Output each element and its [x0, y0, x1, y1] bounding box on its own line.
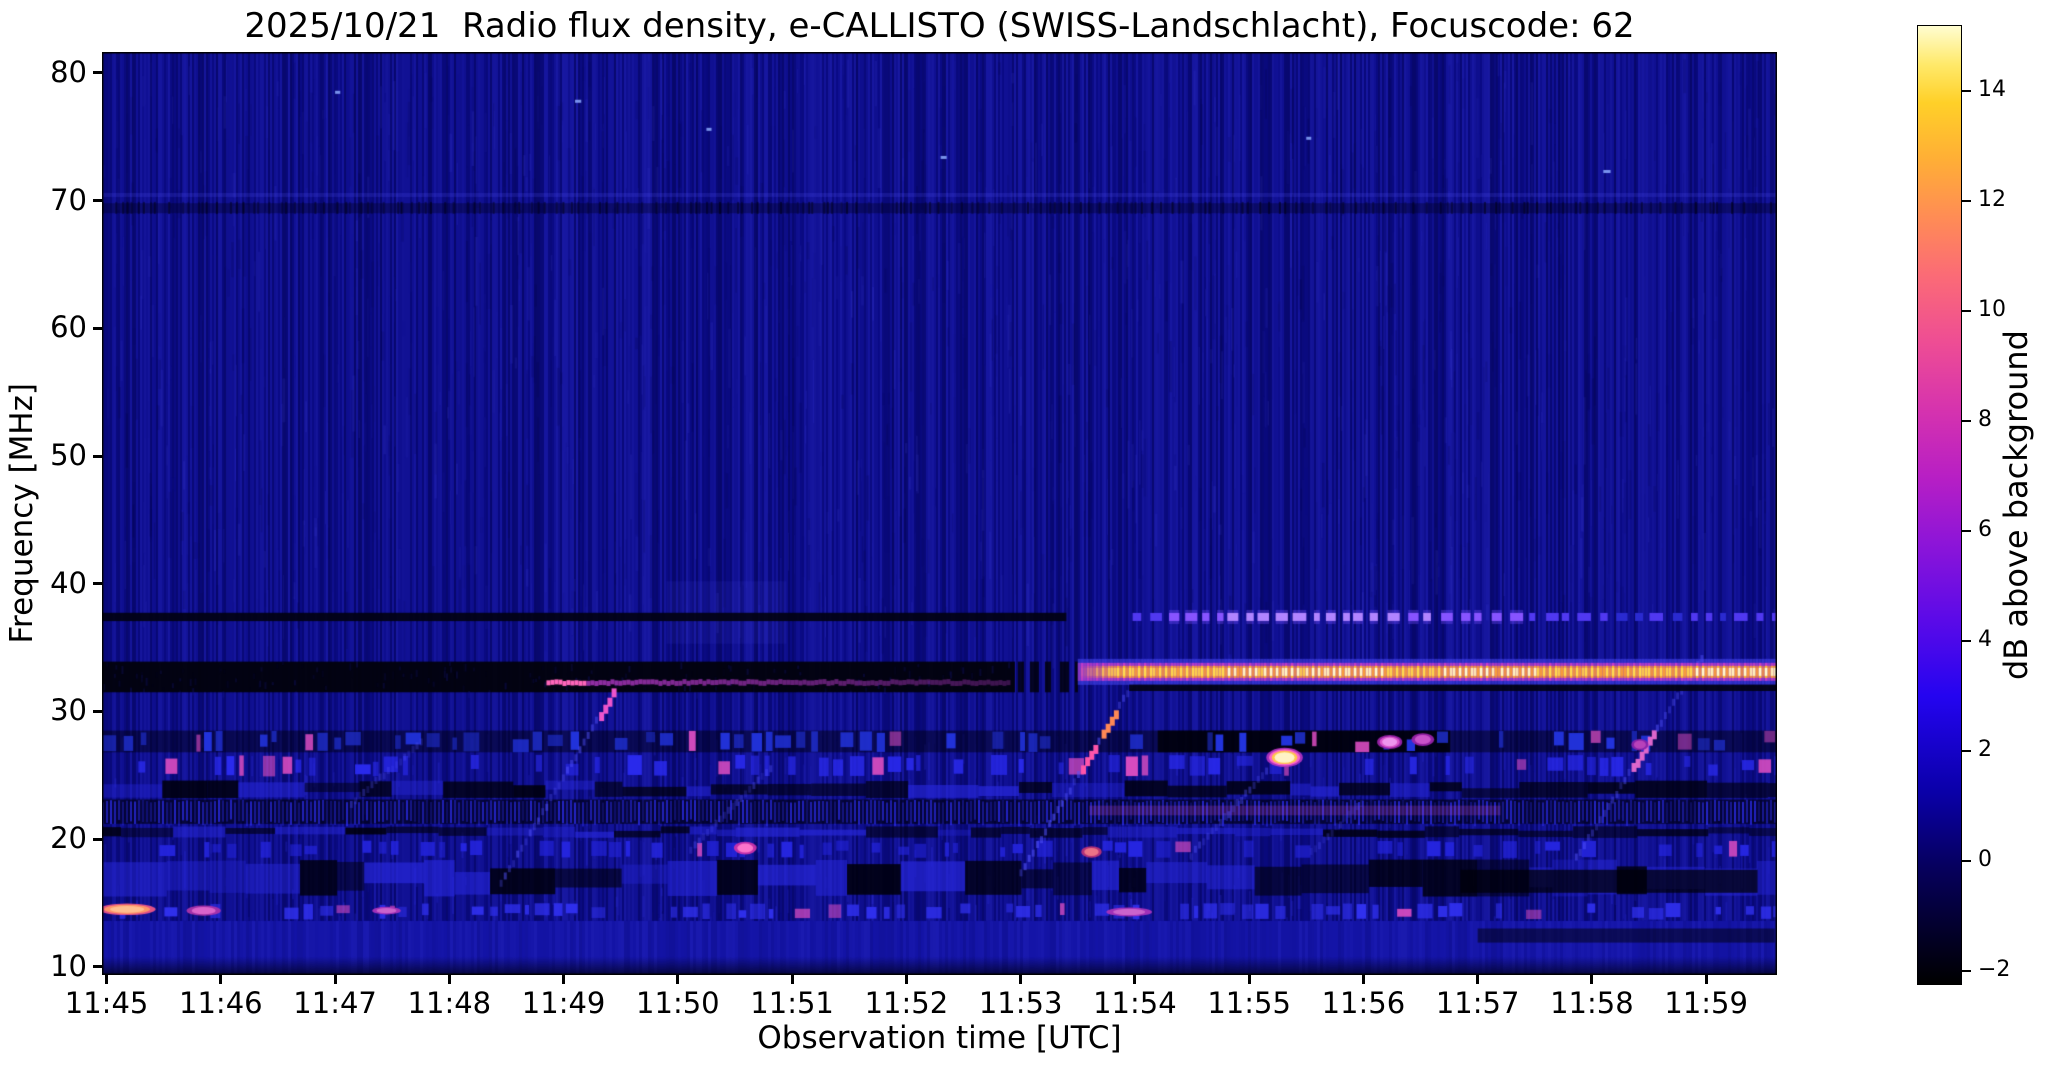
x-tick-label: 11:45	[64, 986, 149, 1020]
x-tick-label: 11:52	[864, 986, 949, 1020]
colorbar-tick	[1962, 310, 1971, 313]
x-tick-label: 11:55	[1207, 986, 1291, 1020]
colorbar-tick	[1962, 90, 1971, 93]
x-tick-label: 11:51	[750, 986, 834, 1020]
y-tick-label: 60	[50, 310, 87, 345]
colorbar-tick-label: 6	[1978, 517, 1992, 543]
colorbar-tick-label: 12	[1978, 187, 2006, 213]
x-tick-label: 11:47	[293, 986, 377, 1020]
colorbar-tick-label: 14	[1978, 77, 2006, 103]
y-tick	[93, 965, 102, 969]
y-tick	[93, 326, 102, 330]
colorbar-gradient	[1917, 25, 1962, 985]
x-tick	[105, 975, 109, 984]
x-tick	[219, 975, 223, 984]
y-tick-label: 80	[50, 54, 87, 89]
x-tick	[1590, 975, 1594, 984]
x-tick	[1704, 975, 1708, 984]
colorbar-tick	[1962, 860, 1971, 863]
y-tick-label: 30	[50, 693, 87, 728]
x-tick-label: 11:46	[179, 986, 263, 1020]
x-tick-label: 11:59	[1664, 986, 1748, 1020]
x-tick	[1133, 975, 1137, 984]
x-tick	[447, 975, 451, 984]
x-tick-label: 11:58	[1550, 986, 1634, 1020]
x-tick-label: 11:56	[1321, 986, 1406, 1020]
y-tick-label: 40	[50, 565, 87, 600]
colorbar-tick	[1962, 420, 1971, 423]
colorbar-tick	[1962, 530, 1971, 533]
y-tick	[93, 199, 102, 203]
colorbar-tick-label: 4	[1978, 627, 1992, 653]
plot-area	[102, 52, 1777, 975]
x-tick	[1476, 975, 1480, 984]
x-tick-label: 11:49	[521, 986, 606, 1020]
y-tick	[93, 837, 102, 841]
x-tick	[1247, 975, 1251, 984]
y-tick	[93, 454, 102, 458]
colorbar-tick-label: −2	[1978, 957, 2011, 983]
colorbar-tick-label: 10	[1978, 297, 2006, 323]
colorbar-tick-label: 2	[1978, 737, 1992, 763]
spectrogram-canvas	[102, 52, 1777, 975]
y-tick-label: 50	[50, 438, 87, 473]
colorbar-tick-label: 8	[1978, 407, 1992, 433]
x-tick	[333, 975, 337, 984]
y-tick-label: 70	[50, 182, 87, 217]
colorbar-label: dB above background	[1997, 330, 2035, 680]
x-tick	[676, 975, 680, 984]
x-tick	[1019, 975, 1023, 984]
y-tick-label: 20	[50, 821, 87, 856]
y-tick	[93, 71, 102, 75]
x-tick-label: 11:50	[636, 986, 720, 1020]
x-tick-label: 11:54	[1093, 986, 1177, 1020]
colorbar-tick-label: 0	[1978, 847, 1992, 873]
y-axis-label: Frequency [MHz]	[4, 383, 40, 644]
colorbar-label-wrap: dB above background	[1988, 25, 2044, 985]
y-tick	[93, 709, 102, 713]
x-axis-label: Observation time [UTC]	[757, 1020, 1122, 1056]
x-tick	[1361, 975, 1365, 984]
x-tick-label: 11:48	[407, 986, 492, 1020]
x-tick-label: 11:57	[1435, 986, 1520, 1020]
colorbar-tick	[1962, 750, 1971, 753]
y-tick	[93, 582, 102, 586]
colorbar-tick	[1962, 640, 1971, 643]
x-tick	[790, 975, 794, 984]
y-tick-label: 10	[50, 948, 87, 983]
x-tick	[904, 975, 908, 984]
x-tick-label: 11:53	[978, 986, 1063, 1020]
chart-title: 2025/10/21 Radio flux density, e-CALLIST…	[244, 6, 1635, 46]
colorbar-tick	[1962, 970, 1971, 973]
colorbar-tick	[1962, 200, 1971, 203]
x-tick	[562, 975, 566, 984]
